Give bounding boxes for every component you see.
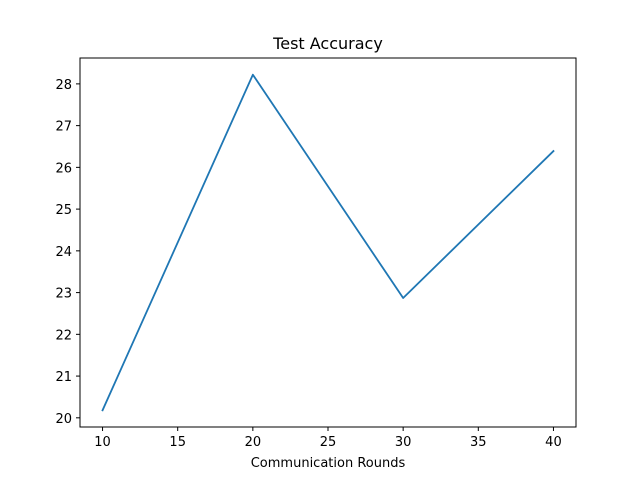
y-tick-label: 21 [55,370,72,385]
plot-frame [79,57,577,428]
y-tick-label: 23 [55,287,72,302]
y-tick-label: 28 [55,78,72,93]
x-axis-ticks: 10 15 20 25 30 35 40 [94,427,562,450]
y-axis-ticks: 20 21 22 23 24 25 26 27 28 [55,78,80,427]
y-tick-label: 26 [55,161,72,176]
y-tick-label: 25 [55,203,72,218]
series-layer [101,73,555,412]
x-tick-label: 35 [470,435,487,450]
x-tick-label: 40 [545,435,562,450]
x-tick-label: 10 [94,435,111,450]
chart-title: Test Accuracy [272,34,383,53]
x-tick-label: 20 [245,435,262,450]
x-tick-label: 25 [320,435,337,450]
y-tick-label: 24 [55,245,72,260]
y-tick-label: 20 [55,412,72,427]
x-tick-label: 30 [395,435,412,450]
x-axis-label: Communication Rounds [251,456,406,471]
y-tick-label: 27 [55,120,72,135]
x-tick-label: 15 [169,435,186,450]
series-line [101,73,555,412]
y-tick-label: 22 [55,328,72,343]
